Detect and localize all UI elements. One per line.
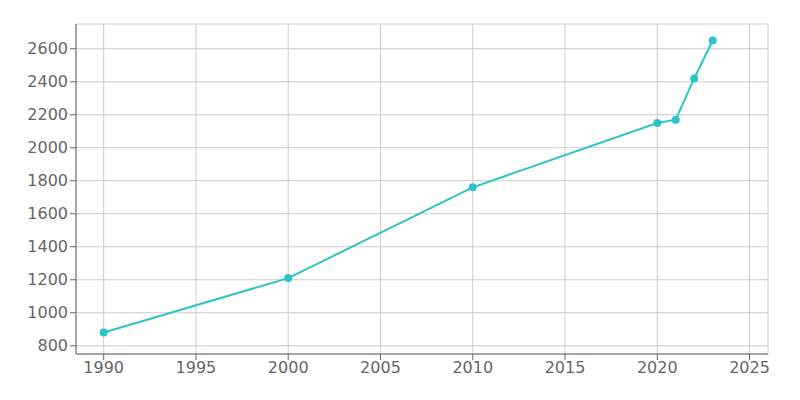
svg-text:1995: 1995 xyxy=(176,358,217,377)
svg-text:2600: 2600 xyxy=(27,39,68,58)
svg-text:1600: 1600 xyxy=(27,204,68,223)
svg-text:1000: 1000 xyxy=(27,303,68,322)
svg-text:2005: 2005 xyxy=(360,358,401,377)
svg-text:2200: 2200 xyxy=(27,105,68,124)
svg-text:2025: 2025 xyxy=(729,358,770,377)
svg-text:2020: 2020 xyxy=(637,358,678,377)
svg-text:2010: 2010 xyxy=(452,358,493,377)
svg-text:1800: 1800 xyxy=(27,171,68,190)
svg-text:2000: 2000 xyxy=(27,138,68,157)
svg-text:1400: 1400 xyxy=(27,237,68,256)
svg-text:2000: 2000 xyxy=(268,358,309,377)
svg-text:2400: 2400 xyxy=(27,72,68,91)
svg-text:2015: 2015 xyxy=(545,358,586,377)
svg-text:1990: 1990 xyxy=(83,358,124,377)
svg-text:1200: 1200 xyxy=(27,270,68,289)
svg-text:800: 800 xyxy=(37,336,68,355)
